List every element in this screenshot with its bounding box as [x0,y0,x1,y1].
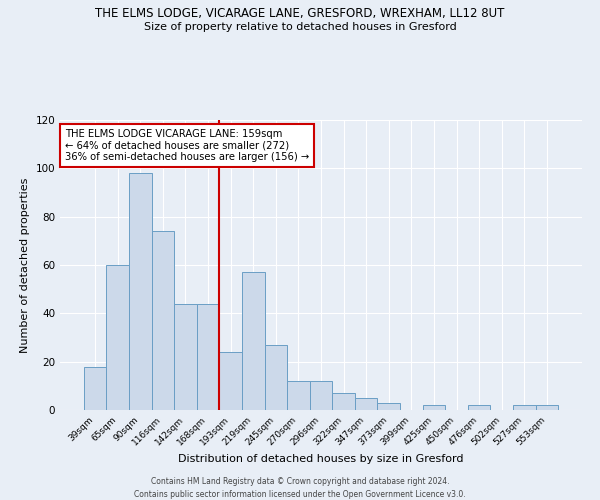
Bar [106,265,129,410]
Bar [513,405,536,410]
Text: THE ELMS LODGE VICARAGE LANE: 159sqm
← 64% of detached houses are smaller (272)
: THE ELMS LODGE VICARAGE LANE: 159sqm ← 6… [65,128,310,162]
Y-axis label: Number of detached properties: Number of detached properties [20,178,30,352]
Text: Contains public sector information licensed under the Open Government Licence v3: Contains public sector information licen… [134,490,466,499]
Bar [332,393,355,410]
Bar [242,272,265,410]
Bar [422,405,445,410]
Bar [197,304,220,410]
Bar [287,381,310,410]
Bar [152,231,174,410]
X-axis label: Distribution of detached houses by size in Gresford: Distribution of detached houses by size … [178,454,464,464]
Bar [84,366,106,410]
Bar [129,173,152,410]
Text: Size of property relative to detached houses in Gresford: Size of property relative to detached ho… [143,22,457,32]
Bar [536,405,558,410]
Bar [265,345,287,410]
Bar [355,398,377,410]
Bar [377,403,400,410]
Text: Contains HM Land Registry data © Crown copyright and database right 2024.: Contains HM Land Registry data © Crown c… [151,478,449,486]
Text: THE ELMS LODGE, VICARAGE LANE, GRESFORD, WREXHAM, LL12 8UT: THE ELMS LODGE, VICARAGE LANE, GRESFORD,… [95,8,505,20]
Bar [468,405,490,410]
Bar [310,381,332,410]
Bar [220,352,242,410]
Bar [174,304,197,410]
